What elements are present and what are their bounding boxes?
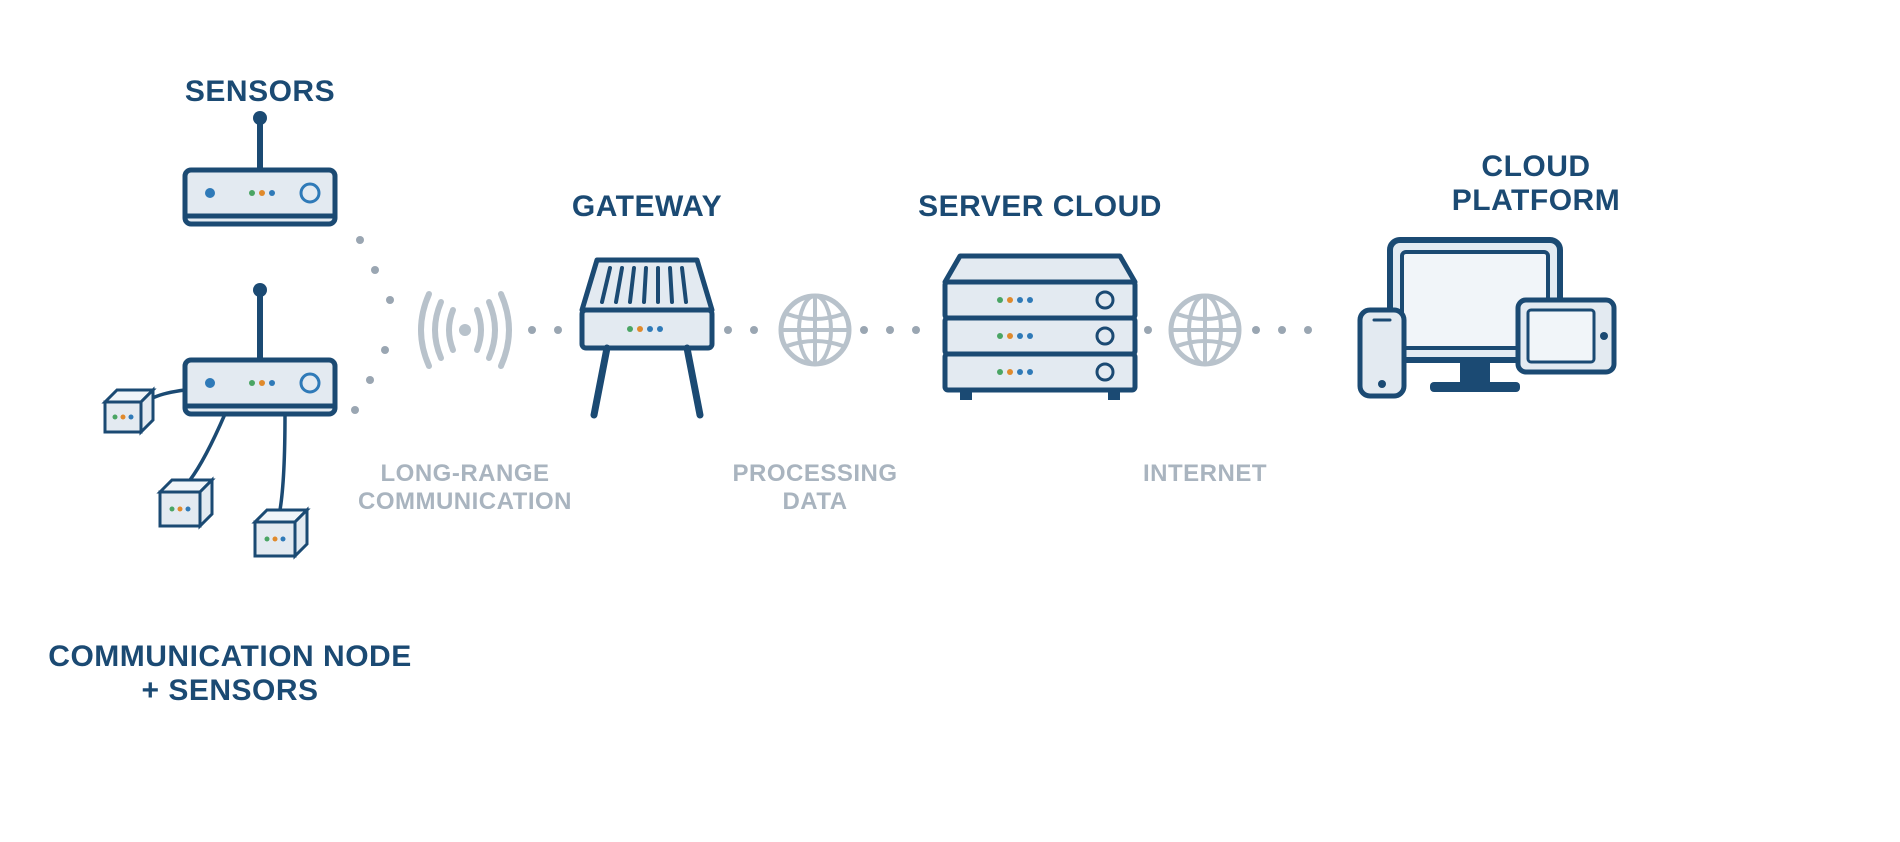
gateway-icon [572, 240, 722, 440]
cloud-platform-title-line1: CLOUD [1386, 150, 1686, 184]
dots-gateway-globe [724, 326, 774, 334]
processing-label-line1: PROCESSING [720, 460, 910, 488]
sensors-title: SENSORS [160, 75, 360, 109]
wifi-icon [405, 280, 525, 380]
gateway-title: GATEWAY [547, 190, 747, 224]
dots-comm-up [345, 340, 405, 440]
comm-node-title-line1: COMMUNICATION NODE [30, 640, 430, 674]
internet-label-line1: INTERNET [1120, 460, 1290, 488]
cloud-platform-icon [1330, 230, 1620, 430]
dots-globe-server [860, 326, 930, 334]
server-cloud-title: SERVER CLOUD [890, 190, 1190, 224]
dots-server-globe2 [1144, 326, 1168, 334]
sensor-device-icon [170, 108, 350, 248]
dots-sensor-down [350, 230, 410, 330]
cloud-platform-title-line2: PLATFORM [1386, 184, 1686, 218]
comm-node-title-line2: + SENSORS [30, 674, 430, 708]
dots-wifi-gateway [528, 326, 572, 334]
server-cloud-icon [930, 246, 1150, 426]
dots-globe2-devices [1252, 326, 1332, 334]
globe-icon-1 [775, 290, 855, 370]
comm-node-icon [85, 280, 385, 620]
processing-label-line2: DATA [720, 488, 910, 516]
globe-icon-2 [1165, 290, 1245, 370]
